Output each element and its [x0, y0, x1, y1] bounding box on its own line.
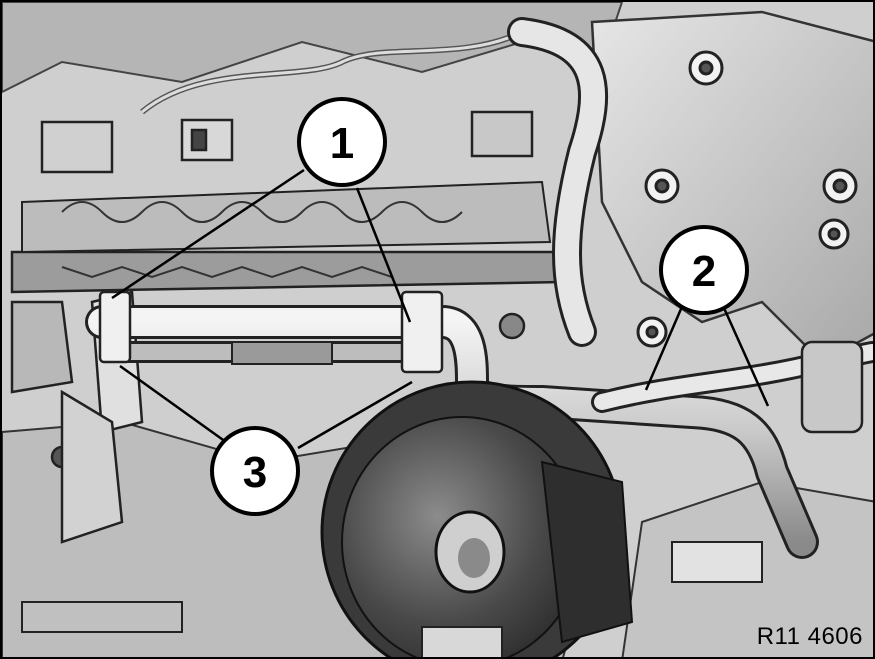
right-pipe-branch	[591, 340, 873, 434]
wiring-harness	[10, 29, 564, 294]
leader-lines	[111, 168, 770, 450]
callout-3-label: 3	[243, 448, 267, 497]
callout-3: 3	[210, 426, 300, 516]
callout-1-label: 1	[330, 119, 354, 168]
callout-2: 2	[659, 225, 749, 315]
callout-2-label: 2	[692, 247, 716, 296]
coolant-hose	[507, 17, 609, 347]
callout-1: 1	[297, 97, 387, 187]
lower-detail	[21, 541, 763, 657]
connectors	[40, 110, 534, 174]
pulley	[320, 380, 634, 657]
housing-bolts	[636, 50, 858, 348]
reference-code: R11 4606	[756, 623, 863, 650]
pipe-clamps	[98, 290, 526, 374]
